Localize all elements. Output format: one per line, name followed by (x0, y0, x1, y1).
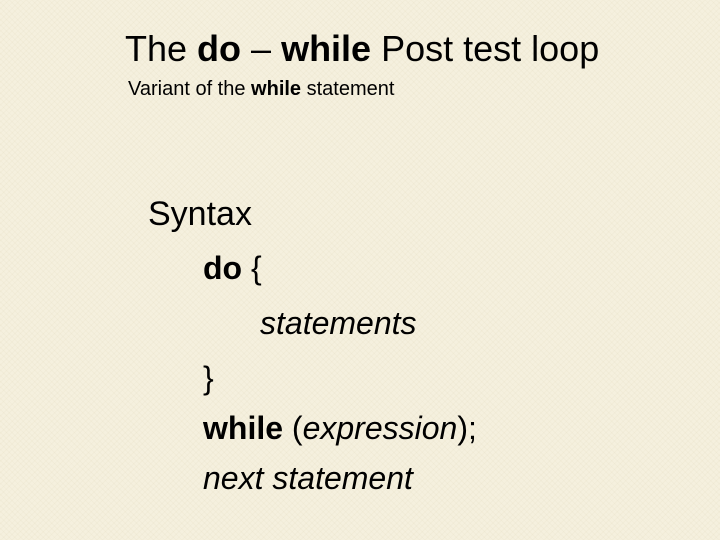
code-do-kw: do (203, 250, 242, 286)
title-kw-do: do (197, 28, 241, 69)
subtitle-pre: Variant of the (128, 78, 251, 100)
syntax-heading: Syntax (148, 195, 252, 234)
code-line-while: while (expression); (203, 410, 477, 447)
code-expression: expression (303, 410, 458, 446)
code-do-brace: { (242, 250, 262, 286)
code-line-next: next statement (203, 460, 413, 497)
subtitle-kw: while (251, 78, 301, 100)
slide-title: The do – while Post test loop (125, 28, 599, 70)
title-kw-while: while (281, 28, 371, 69)
code-while-close: ); (457, 410, 477, 446)
code-while-open: ( (283, 410, 303, 446)
title-pre1: The (125, 28, 197, 69)
title-mid: – (241, 28, 281, 69)
code-while-kw: while (203, 410, 283, 446)
slide-subtitle: Variant of the while statement (128, 78, 394, 101)
code-line-close-brace: } (203, 360, 214, 397)
code-line-statements: statements (260, 305, 417, 342)
subtitle-post: statement (301, 78, 394, 100)
code-line-do: do { (203, 250, 262, 287)
title-post: Post test loop (371, 28, 599, 69)
